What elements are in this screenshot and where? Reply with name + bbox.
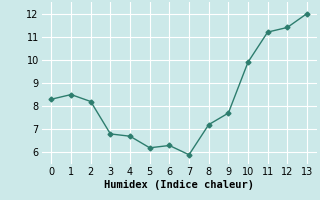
X-axis label: Humidex (Indice chaleur): Humidex (Indice chaleur) (104, 180, 254, 190)
